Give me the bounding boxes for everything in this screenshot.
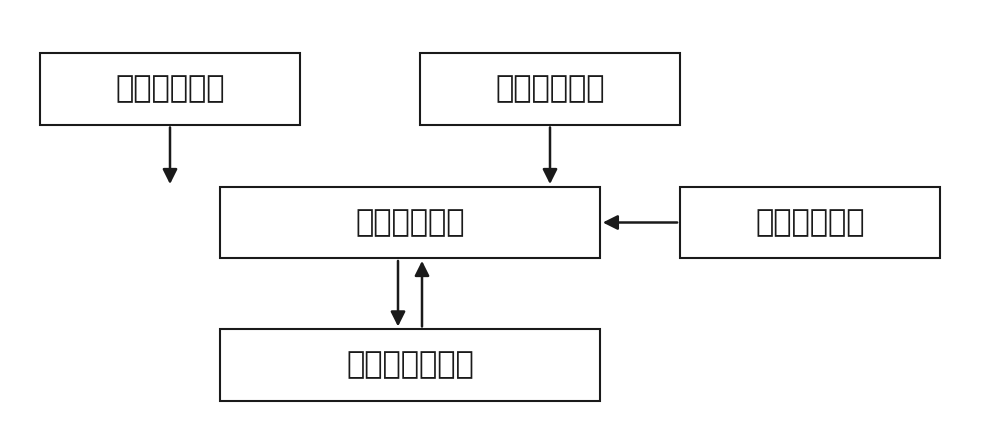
Text: 信息储存库单元: 信息储存库单元: [346, 350, 474, 380]
Bar: [420, 53, 680, 125]
Text: 岩层解析单元: 岩层解析单元: [115, 74, 225, 104]
Bar: [680, 187, 940, 258]
Bar: [220, 187, 600, 258]
Bar: [220, 329, 600, 400]
Text: 孔渗测试单元: 孔渗测试单元: [755, 208, 865, 237]
Text: 信息分析单元: 信息分析单元: [355, 208, 465, 237]
Text: 声波解析单元: 声波解析单元: [495, 74, 605, 104]
Bar: [40, 53, 300, 125]
